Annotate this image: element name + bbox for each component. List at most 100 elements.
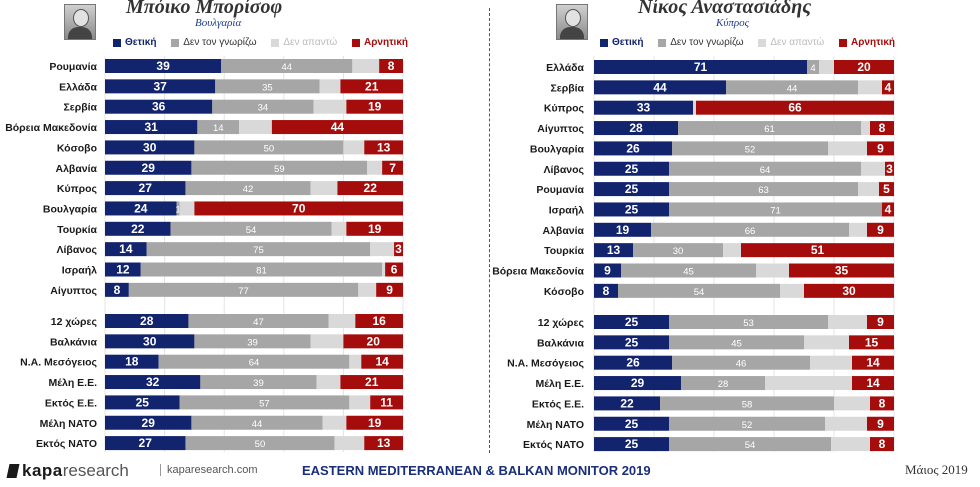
bar-row: Βαλκάνια 30 39 20 [50,334,403,349]
bar-segment-negative [870,396,894,411]
data-label: 29 [142,416,156,430]
category-label: Τουρκία [57,224,97,236]
bar-segment-negative [885,161,894,176]
bar-segment-unknown [651,222,849,237]
data-label: 25 [625,335,639,349]
bar-row: Ν.Α. Μεσόγειος 26 46 14 [507,355,894,370]
bar-segment-negative [834,60,894,74]
bar-segment-negative [194,201,403,216]
bar-segment-unknown [128,282,359,297]
data-label: 18 [125,355,139,369]
bar-segment-positive [105,395,180,410]
chart-subtitle: Κύπρος [716,17,750,29]
bar-segment-unknown [621,263,756,278]
data-label: 54 [745,440,756,451]
bar-segment-positive [594,100,693,115]
category-label: Εκτός ΝΑΤΟ [523,439,584,451]
bar-segment-no-answer [834,396,870,411]
bar-segment-positive [105,99,213,114]
bar-segment-unknown [194,334,311,349]
bar-segment-positive [594,141,672,156]
bar-segment-no-answer [861,161,885,176]
data-label: 54 [694,287,705,298]
data-label: 50 [255,439,266,450]
bar-segment-unknown [660,396,834,411]
bar-segment-no-answer [825,416,867,431]
category-label: Ελλάδα [546,62,584,74]
bar-segment-positive [594,80,726,95]
legend: Θετική Δεν τον γνωρίζω Δεν απαντώ Αρνητι… [600,37,907,50]
category-label: Κύπρος [544,103,585,115]
bar-segment-positive [105,354,159,369]
bar-segment-positive [594,243,633,258]
category-label: Ελλάδα [59,81,97,93]
category-label: Εκτός ΝΑΤΟ [36,438,97,450]
bar-segment-no-answer [828,141,867,156]
data-label: 39 [253,378,264,389]
data-label: 9 [877,141,884,155]
data-label: 22 [620,396,634,410]
data-label: 71 [694,60,708,74]
bar-row: Μέλη ΝΑΤΟ 29 44 19 [40,415,403,430]
bar-row: Αλβανία 19 66 9 [543,222,894,237]
bar-segment-negative [879,182,894,197]
category-label: Ισραήλ [549,204,584,216]
data-label: 21 [365,375,379,389]
legend-item-negative: Αρνητική [352,37,408,48]
bar-row: Κόσοβο 8 54 30 [544,283,894,298]
bar-segment-negative [804,283,894,298]
category-label: Εκτός Ε.Ε. [532,398,584,410]
data-label: 46 [736,359,747,370]
bar-row: Βουλγαρία 26 52 9 [530,141,894,156]
bar-segment-negative [343,334,403,349]
bar-segment-negative [867,315,894,329]
kapa-logo-icon [6,464,20,478]
bar-segment-unknown [200,375,317,390]
data-label: 9 [877,223,884,237]
bar-segment-negative [364,140,403,155]
bar-row: Τουρκία 13 30 51 [544,243,894,258]
legend-item-negative: Αρνητική [839,37,895,48]
bar-segment-no-answer [693,100,696,115]
category-label: Μέλη Ε.Ε. [536,378,585,390]
bar-row: Λίβανος 14 75 3 [57,242,403,257]
bar-segment-negative [867,222,894,237]
bar-segment-positive [105,140,195,155]
bar-row: Βόρεια Μακεδονία 9 45 35 [492,263,894,278]
bar-segment-no-answer [319,79,341,94]
data-label: 15 [865,335,879,349]
legend-item-unknown: Δεν τον γνωρίζω [171,37,257,48]
bar-segment-no-answer [352,59,380,73]
bar-segment-negative [867,141,894,156]
report-title: EASTERN MEDITERRANEAN & BALKAN MONITOR 2… [302,463,651,478]
category-label: Βουλγαρία [530,143,585,155]
bar-segment-no-answer [331,221,347,236]
data-label: 21 [365,79,379,93]
bar-row: Εκτός Ε.Ε. 25 57 11 [45,395,403,410]
bar-segment-no-answer [310,334,344,349]
data-label: 44 [281,62,292,73]
bar-segment-positive [594,202,669,217]
data-label: 11 [380,395,393,409]
data-label: 66 [745,226,756,237]
bar-row: Κύπρος 33 66 [544,100,894,115]
bar-segment-negative [882,202,894,217]
report-date: Μάιος 2019 [905,462,968,477]
bar-segment-negative [370,395,403,410]
data-label: 44 [787,83,798,94]
bar-segment-negative [346,415,403,430]
bar-row: 12 χώρες 28 47 16 [51,314,403,328]
bar-segment-no-answer [310,181,338,196]
data-label: 27 [139,181,153,195]
data-label: 42 [243,184,254,195]
bar-segment-no-answer [313,99,347,114]
category-label: Μέλη Ε.Ε. [49,377,98,389]
bar-segment-positive [594,376,681,391]
chart-subtitle: Βουλγαρία [195,17,242,29]
data-label: 1 [175,204,180,215]
bar-segment-positive [105,59,222,73]
data-label: 61 [764,124,775,135]
bar-row: Σερβία 44 44 4 [550,80,894,95]
bar-row: 12 χώρες 25 53 9 [538,315,894,329]
category-label: Μέλη ΝΑΤΟ [527,419,584,431]
